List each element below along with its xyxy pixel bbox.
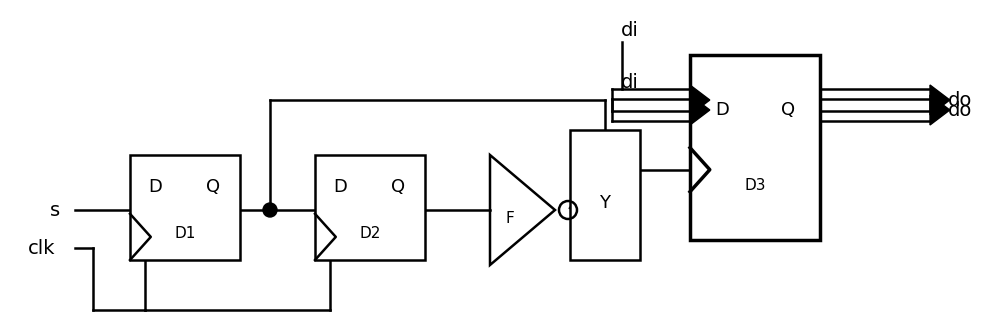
Text: Q: Q xyxy=(781,101,795,119)
Text: di: di xyxy=(621,72,639,91)
Bar xyxy=(130,155,240,260)
Text: D2: D2 xyxy=(359,225,381,241)
Text: D: D xyxy=(148,178,162,196)
Polygon shape xyxy=(930,85,950,115)
Text: D1: D1 xyxy=(174,225,196,241)
Polygon shape xyxy=(690,95,710,125)
Text: do: do xyxy=(948,90,972,109)
Text: F: F xyxy=(506,211,514,225)
Polygon shape xyxy=(690,85,710,115)
Bar xyxy=(570,130,640,260)
Text: D: D xyxy=(715,101,729,119)
Text: Q: Q xyxy=(391,178,405,196)
Text: D3: D3 xyxy=(744,177,766,193)
Text: clk: clk xyxy=(28,239,56,258)
Text: s: s xyxy=(50,201,60,220)
Text: Q: Q xyxy=(206,178,220,196)
Text: di: di xyxy=(621,21,639,40)
Bar xyxy=(315,155,425,260)
Circle shape xyxy=(263,203,277,217)
Polygon shape xyxy=(930,95,950,125)
Text: D: D xyxy=(333,178,347,196)
Text: Y: Y xyxy=(600,194,610,212)
Text: do: do xyxy=(948,100,972,119)
Bar xyxy=(690,55,820,240)
